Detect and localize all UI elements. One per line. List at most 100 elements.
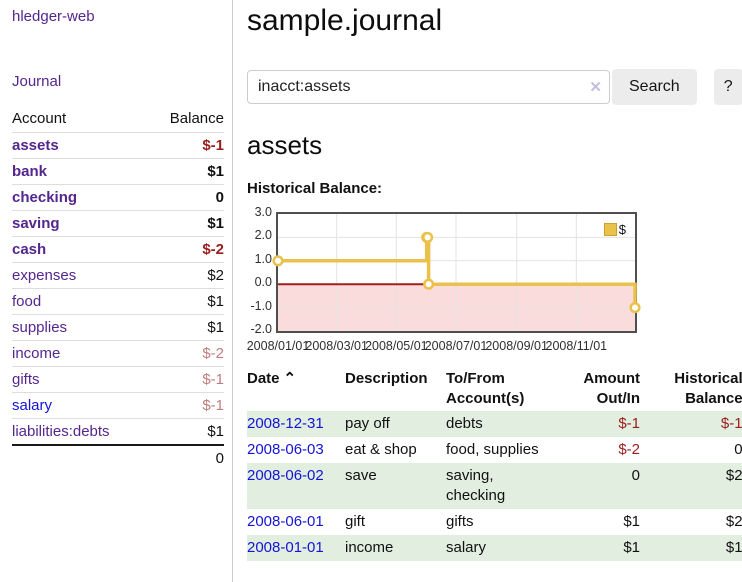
account-balance: $1 <box>148 314 224 341</box>
account-row: food $1 <box>12 288 224 315</box>
transaction-date-link[interactable]: 2008-06-02 <box>247 467 324 484</box>
register-header-balance: Historical Balance <box>674 370 742 407</box>
chart-plot-area: $ <box>272 212 641 333</box>
account-link[interactable]: checking <box>12 189 78 206</box>
transaction-row: 2008-06-01 gift gifts $1 $2 <box>247 509 742 535</box>
account-row: income $-2 <box>12 340 224 367</box>
account-row: expenses $2 <box>12 262 224 289</box>
sidebar-item-journal[interactable]: Journal <box>12 73 62 90</box>
accounts-cell: gifts <box>446 513 474 530</box>
account-link[interactable]: cash <box>12 241 47 258</box>
account-link[interactable]: supplies <box>12 319 68 336</box>
accounts-header-balance: Balance <box>169 110 224 127</box>
account-row: cash $-2 <box>12 236 224 263</box>
transaction-date-link[interactable]: 2008-06-03 <box>247 441 324 458</box>
accounts-header-row: Account Balance <box>12 106 224 133</box>
amount-cell: 0 <box>631 467 640 484</box>
accounts-cell: salary <box>446 539 487 556</box>
amount-cell: $-1 <box>618 415 640 432</box>
account-row: supplies $1 <box>12 314 224 341</box>
description-cell: save <box>345 467 377 484</box>
chart-title: Historical Balance: <box>247 180 383 197</box>
account-balance: $1 <box>148 288 224 315</box>
transaction-date-link[interactable]: 2008-12-31 <box>247 415 324 432</box>
transaction-date-link[interactable]: 2008-06-01 <box>247 513 324 530</box>
account-balance: $-1 <box>148 366 224 393</box>
account-link[interactable]: food <box>12 293 42 310</box>
register-header-accounts: To/From Account(s) <box>446 370 525 407</box>
date-cell: 2008-06-01 <box>247 509 345 535</box>
account-balance: 0 <box>148 184 224 211</box>
account-link[interactable]: bank <box>12 163 48 180</box>
account-row: gifts $-1 <box>12 366 224 393</box>
account-cell: income <box>12 340 149 367</box>
help-button[interactable]: ? <box>713 69 742 105</box>
transaction-row: 2008-06-02 save saving, checking 0 $2 <box>247 463 742 509</box>
accounts-cell: food, supplies <box>446 441 539 458</box>
account-balance: $-1 <box>148 132 224 159</box>
description-cell: pay off <box>345 415 390 432</box>
account-cell: supplies <box>12 314 149 341</box>
register-header-row: Date ⌃ Description To/From Account(s) Amo… <box>247 367 742 411</box>
accounts-header-account: Account <box>12 110 67 127</box>
account-balance: $1 <box>148 158 224 185</box>
search-form: ✕ Search ? <box>247 69 742 105</box>
search-input[interactable] <box>247 70 610 104</box>
account-link[interactable]: saving <box>12 215 60 232</box>
legend-label: $ <box>618 222 626 237</box>
x-axis-tick-label: 2008/09/01 <box>485 339 548 353</box>
transaction-row: 2008-12-31 pay off debts $-1 $-1 <box>247 411 742 437</box>
balance-cell: $1 <box>725 539 742 556</box>
accounts-balance-table: Account Balance assets $-1 bank $1 checking 0… <box>12 106 224 471</box>
account-balance: $-2 <box>148 236 224 263</box>
transaction-row: 2008-01-01 income salary $1 $1 <box>247 535 742 561</box>
account-cell: bank <box>12 158 149 185</box>
description-cell: eat & shop <box>345 441 417 458</box>
search-box: ✕ <box>247 70 610 104</box>
legend-swatch-icon <box>603 223 617 236</box>
account-row: assets $-1 <box>12 132 224 159</box>
account-link[interactable]: liabilities:debts <box>12 423 110 440</box>
account-cell: checking <box>12 184 149 211</box>
transaction-date-link[interactable]: 2008-01-01 <box>247 539 324 556</box>
accounts-total-value: 0 <box>148 444 224 471</box>
account-cell: cash <box>12 236 149 263</box>
account-link[interactable]: expenses <box>12 267 77 284</box>
sort-ascending-icon: ⌃ <box>283 370 297 387</box>
account-link[interactable]: assets <box>12 137 59 154</box>
register-header-description: Description <box>345 370 428 387</box>
account-link[interactable]: gifts <box>12 371 40 388</box>
register-table: Date ⌃ Description To/From Account(s) Amo… <box>247 367 742 561</box>
amount-cell: $-2 <box>618 441 640 458</box>
account-balance: $1 <box>148 210 224 237</box>
account-cell: saving <box>12 210 149 237</box>
account-balance: $-1 <box>148 392 224 419</box>
account-link[interactable]: income <box>12 345 61 362</box>
account-row: liabilities:debts $1 <box>12 418 224 445</box>
x-axis-tick-label: 2008/03/01 <box>305 339 368 353</box>
x-axis-tick-label: 2008/11/01 <box>545 339 608 353</box>
page-title: sample.journal <box>247 4 443 37</box>
amount-cell: $1 <box>623 513 640 530</box>
sidebar: hledger-web Journal Account Balance asse… <box>0 0 233 582</box>
account-link[interactable]: salary <box>12 397 53 414</box>
account-row: bank $1 <box>12 158 224 185</box>
account-cell: expenses <box>12 262 149 289</box>
x-axis-tick-label: 2008/01/01 <box>246 339 310 353</box>
account-heading: assets <box>247 130 323 160</box>
balance-cell: $2 <box>725 467 742 484</box>
x-axis-tick-label: 2008/05/01 <box>365 339 428 353</box>
accounts-cell: debts <box>446 415 483 432</box>
register-header-date[interactable]: Date ⌃ <box>247 370 297 387</box>
description-cell: gift <box>345 513 366 530</box>
amount-cell: $1 <box>623 539 640 556</box>
app-title-link[interactable]: hledger-web <box>12 8 95 25</box>
register-header-amount: Amount Out/In <box>583 370 640 407</box>
account-cell: assets <box>12 132 149 159</box>
search-button[interactable]: Search <box>612 69 697 105</box>
chart-legend: $ <box>603 222 626 237</box>
clear-search-icon[interactable]: ✕ <box>589 79 602 96</box>
account-row: salary $-1 <box>12 392 224 419</box>
transaction-row: 2008-06-03 eat & shop food, supplies $-2 0 <box>247 437 742 463</box>
description-cell: income <box>345 539 394 556</box>
